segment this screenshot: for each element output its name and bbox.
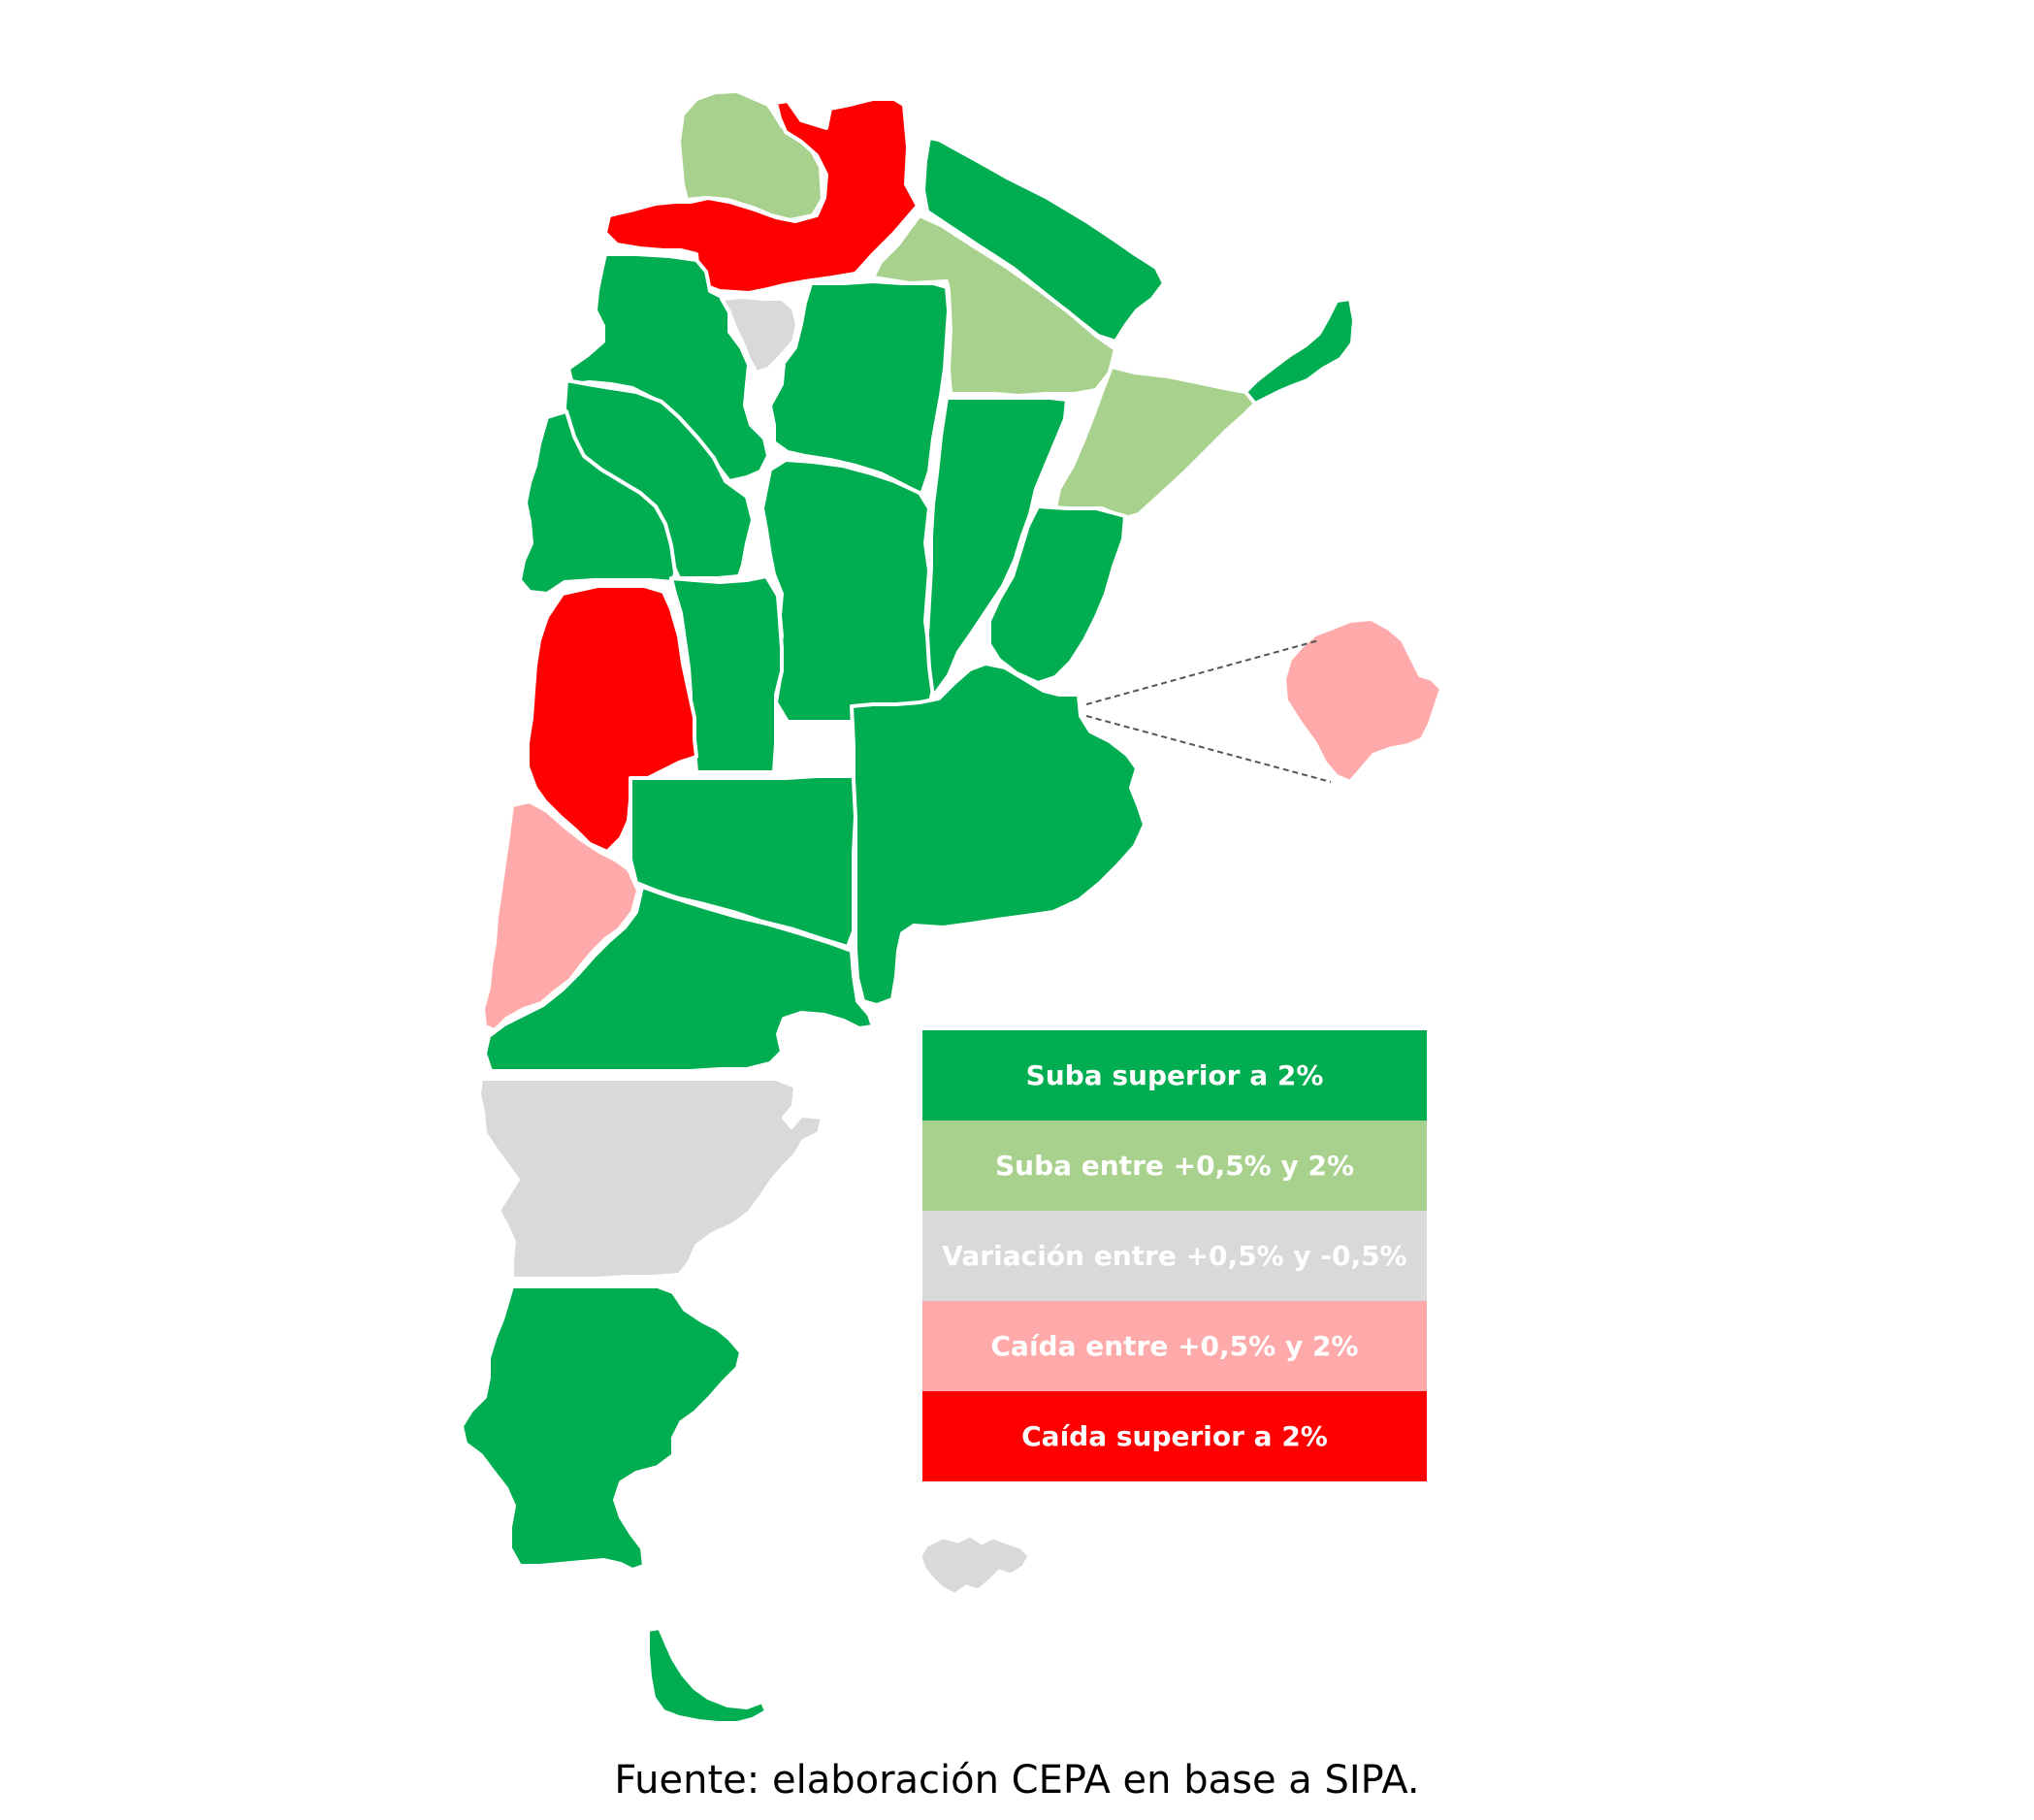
province-san-juan (518, 409, 677, 596)
province-islas-malvinas (920, 1536, 1029, 1594)
province-formosa (921, 136, 1166, 343)
province-catamarca (566, 252, 770, 483)
legend-label-caida-entre: Caída entre +0,5% y 2% (990, 1330, 1359, 1362)
legend-item-caida-entre: Caída entre +0,5% y 2% (922, 1301, 1427, 1391)
province-caba (1282, 617, 1443, 784)
province-misiones (1243, 297, 1356, 407)
province-entre-rios (987, 504, 1127, 685)
province-santa-fe (925, 396, 1069, 699)
province-santa-cruz (460, 1284, 743, 1572)
province-tierra-del-fuego (646, 1626, 768, 1725)
province-chubut (477, 1077, 824, 1281)
legend-label-variacion: Variación entre +0,5% y -0,5% (942, 1240, 1407, 1272)
legend: Suba superior a 2% Suba entre +0,5% y 2%… (922, 1030, 1427, 1481)
province-cordoba (760, 458, 937, 724)
legend-item-suba-superior: Suba superior a 2% (922, 1030, 1427, 1121)
caba-connector-top (1085, 639, 1320, 705)
province-salta (603, 97, 920, 295)
province-la-pampa (629, 774, 857, 949)
legend-item-variacion: Variación entre +0,5% y -0,5% (922, 1211, 1427, 1301)
province-buenos-aires (850, 662, 1146, 1007)
province-tucuman (720, 295, 799, 374)
caba-connector-bottom (1085, 715, 1332, 783)
province-corrientes (1053, 365, 1257, 520)
legend-item-suba-entre: Suba entre +0,5% y 2% (922, 1121, 1427, 1211)
province-san-luis (669, 574, 784, 774)
province-neuquen (481, 799, 640, 1032)
legend-label-caida-superior: Caída superior a 2% (1021, 1420, 1328, 1452)
legend-label-suba-superior: Suba superior a 2% (1025, 1059, 1324, 1091)
province-rio-negro (483, 885, 875, 1073)
legend-item-caida-superior: Caída superior a 2% (922, 1391, 1427, 1481)
source-caption: Fuente: elaboración CEPA en base a SIPA. (614, 1758, 1420, 1803)
legend-label-suba-entre: Suba entre +0,5% y 2% (994, 1150, 1355, 1182)
